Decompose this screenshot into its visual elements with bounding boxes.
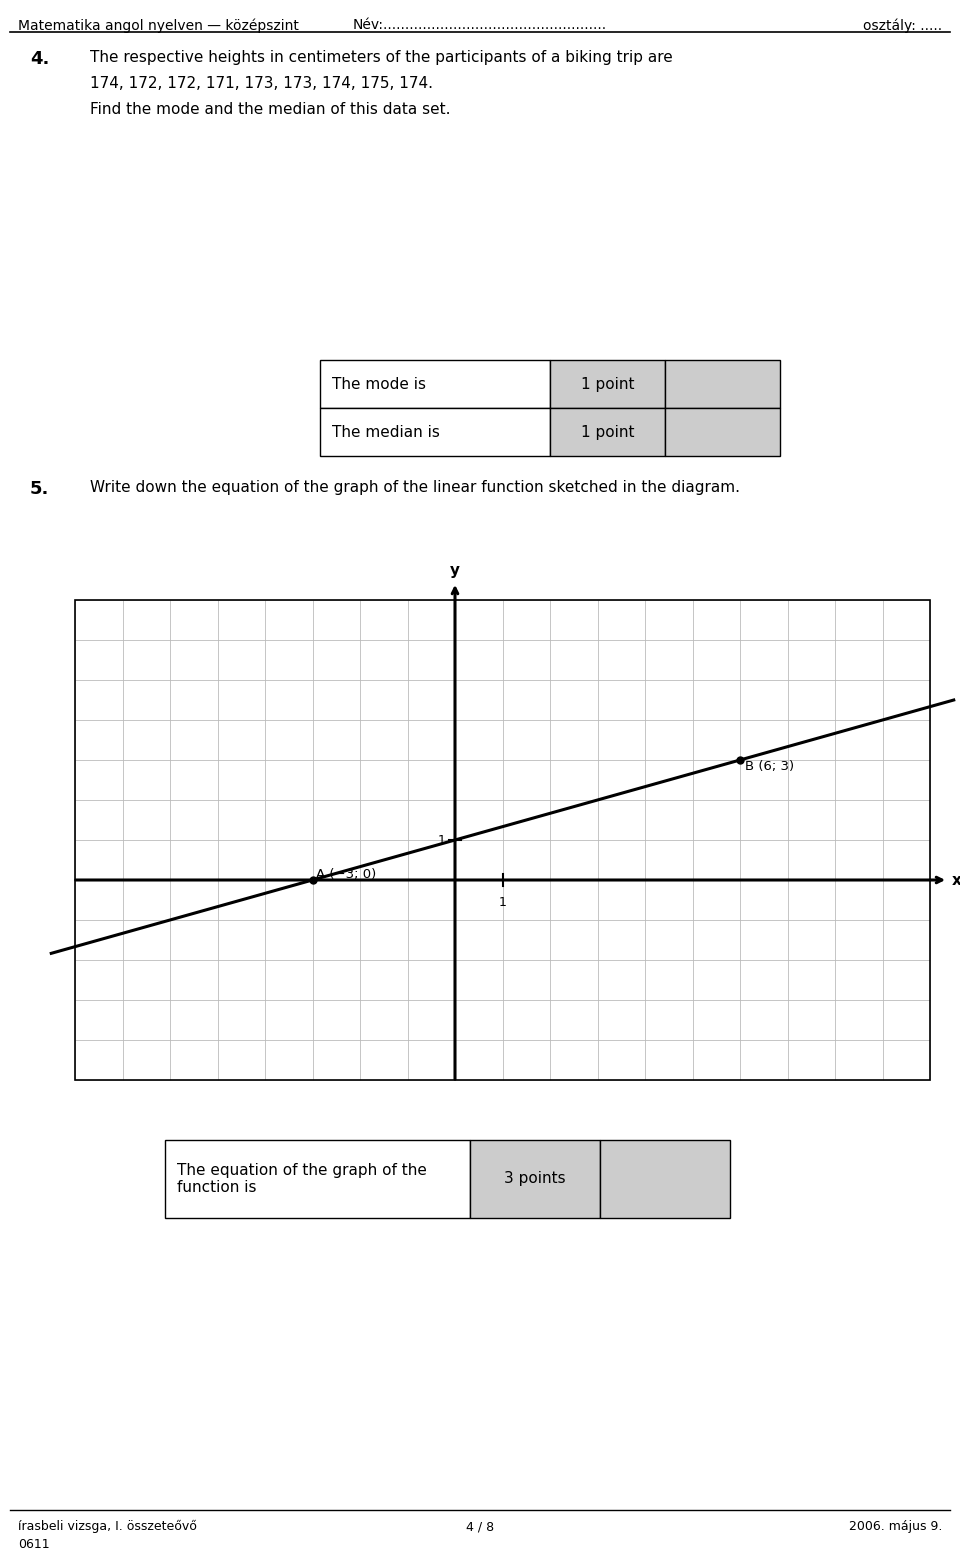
Text: B (6; 3): B (6; 3) xyxy=(745,760,794,773)
Text: 1: 1 xyxy=(438,834,446,846)
Bar xyxy=(550,407,665,456)
Text: 1 point: 1 point xyxy=(581,425,635,440)
Bar xyxy=(320,407,550,456)
Bar xyxy=(550,361,665,407)
Text: 1 point: 1 point xyxy=(581,376,635,392)
Text: y: y xyxy=(450,564,460,578)
Text: 2006. május 9.: 2006. május 9. xyxy=(849,1520,942,1533)
Bar xyxy=(470,1140,600,1218)
Text: Matematika angol nyelven — középszint: Matematika angol nyelven — középszint xyxy=(18,19,299,33)
Text: Find the mode and the median of this data set.: Find the mode and the median of this dat… xyxy=(90,101,450,117)
Bar xyxy=(600,1140,730,1218)
Bar xyxy=(320,361,550,407)
Text: Név:...................................................: Név:....................................… xyxy=(353,19,607,31)
Text: The mode is: The mode is xyxy=(332,376,426,392)
Text: 1: 1 xyxy=(498,896,507,909)
Bar xyxy=(165,1140,470,1218)
Text: The median is: The median is xyxy=(332,425,440,440)
Text: The respective heights in centimeters of the participants of a biking trip are: The respective heights in centimeters of… xyxy=(90,50,673,66)
Text: 174, 172, 172, 171, 173, 173, 174, 175, 174.: 174, 172, 172, 171, 173, 173, 174, 175, … xyxy=(90,76,433,91)
Text: 3 points: 3 points xyxy=(504,1171,565,1186)
Text: A (−3; 0): A (−3; 0) xyxy=(316,868,375,880)
Text: írasbeli vizsga, I. összeteővő: írasbeli vizsga, I. összeteővő xyxy=(18,1520,197,1533)
Text: osztály: .....: osztály: ..... xyxy=(863,19,942,33)
Bar xyxy=(75,599,930,1080)
Text: x: x xyxy=(952,873,960,888)
Text: 4 / 8: 4 / 8 xyxy=(466,1520,494,1533)
Text: 0611: 0611 xyxy=(18,1538,50,1552)
Text: The equation of the graph of the
function is: The equation of the graph of the functio… xyxy=(177,1163,427,1196)
Text: 5.: 5. xyxy=(30,479,49,498)
Bar xyxy=(665,407,780,456)
Bar xyxy=(665,361,780,407)
Text: Write down the equation of the graph of the linear function sketched in the diag: Write down the equation of the graph of … xyxy=(90,479,740,495)
Text: 4.: 4. xyxy=(30,50,49,69)
